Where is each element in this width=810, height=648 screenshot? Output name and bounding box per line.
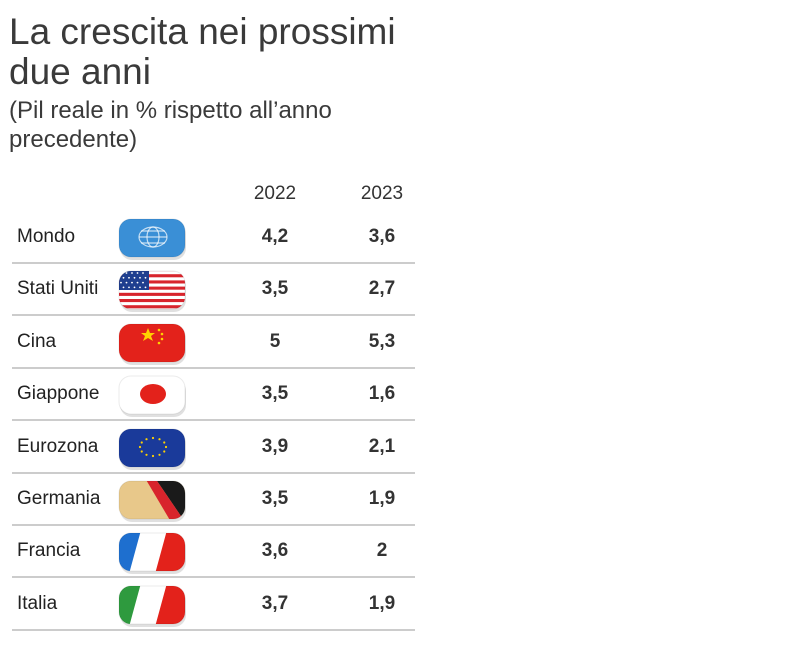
table-row: Cina 5 5,3 xyxy=(12,317,415,369)
value-2022: 3,6 xyxy=(261,540,289,562)
table-row: Eurozona 3,9 2,1 xyxy=(12,422,415,474)
france-flag-icon xyxy=(115,530,191,576)
page-title: La crescita nei prossimi due anni xyxy=(9,11,396,92)
table-row: Giappone 3,5 1,6 xyxy=(12,369,415,422)
row-divider xyxy=(12,366,415,369)
eu-flag-icon xyxy=(115,426,191,472)
value-2023: 2 xyxy=(376,540,388,562)
value-2023: 5,3 xyxy=(368,330,396,352)
italy-flag-icon xyxy=(115,583,191,629)
germany-flag-icon xyxy=(115,478,191,524)
value-2022: 3,5 xyxy=(261,488,289,509)
row-divider xyxy=(12,314,415,317)
value-2023: 3,6 xyxy=(368,226,396,247)
country-label: Italia xyxy=(17,592,58,614)
world-icon xyxy=(115,216,191,262)
country-label: Mondo xyxy=(17,226,76,247)
value-2022: 3,9 xyxy=(261,435,289,457)
value-2023: 1,9 xyxy=(368,488,396,509)
country-label: Francia xyxy=(17,540,81,562)
country-label: Germania xyxy=(17,488,101,509)
table-row: Mondo 4,2 3,6 xyxy=(12,212,415,264)
country-label: Cina xyxy=(17,330,57,352)
row-divider xyxy=(12,419,415,422)
row-divider xyxy=(12,628,415,631)
row-divider xyxy=(12,524,415,526)
table-row: Stati Uniti 3,5 2,7 xyxy=(12,264,415,317)
usa-flag-icon xyxy=(115,268,191,314)
value-2023: 1,9 xyxy=(368,592,396,614)
row-divider xyxy=(12,576,415,579)
value-2022: 3,5 xyxy=(261,278,289,300)
value-2022: 4,2 xyxy=(261,226,289,247)
value-2022: 3,5 xyxy=(261,383,289,405)
value-2022: 3,7 xyxy=(261,592,289,614)
country-label: Eurozona xyxy=(17,435,99,457)
value-2023: 2,1 xyxy=(368,435,396,457)
row-divider xyxy=(12,471,415,474)
value-2023: 2,7 xyxy=(368,278,396,300)
china-flag-icon xyxy=(115,321,191,367)
table-row: Francia 3,6 2 xyxy=(12,526,415,579)
page-subtitle: (Pil reale in % rispetto all’anno preced… xyxy=(9,97,332,153)
column-header-2022: 2022 xyxy=(253,183,297,204)
value-2023: 1,6 xyxy=(368,383,396,405)
country-label: Giappone xyxy=(17,383,100,405)
japan-flag-icon xyxy=(115,373,191,419)
table-row: Germania 3,5 1,9 xyxy=(12,474,415,526)
value-2022: 5 xyxy=(269,330,281,352)
column-header-2023: 2023 xyxy=(360,183,404,204)
row-divider xyxy=(12,262,415,264)
table-row: Italia 3,7 1,9 xyxy=(12,579,415,631)
country-label: Stati Uniti xyxy=(17,278,99,300)
